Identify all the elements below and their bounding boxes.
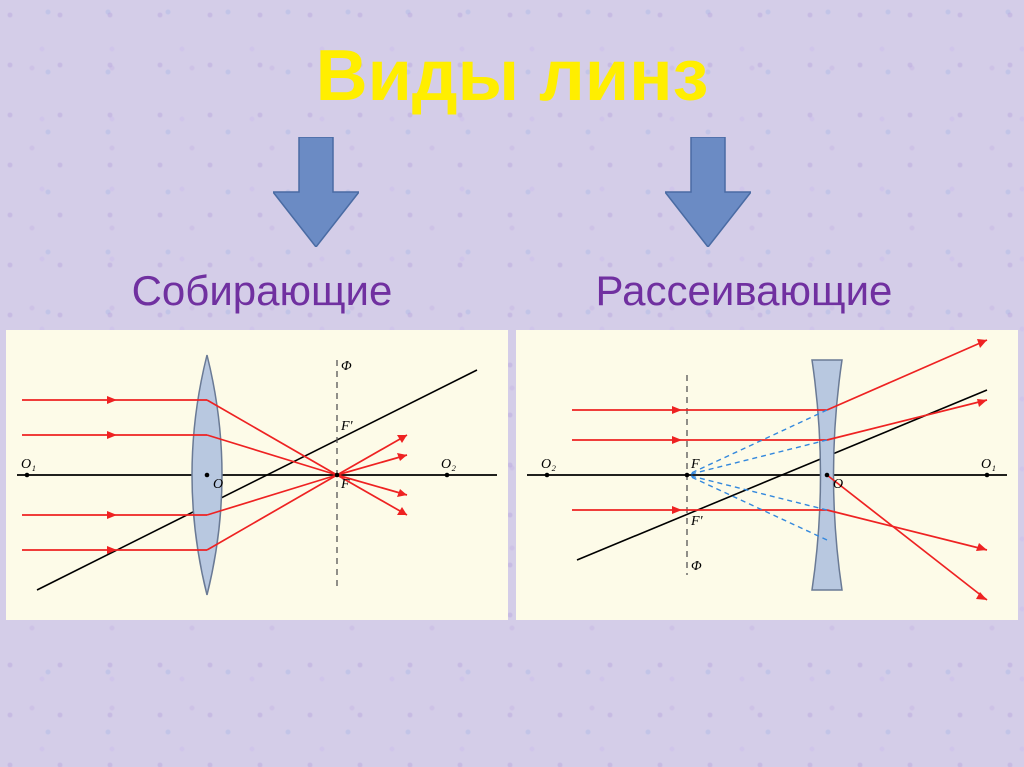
labels-row: Собирающие Рассеивающие (0, 257, 1024, 330)
svg-text:O: O (213, 477, 223, 492)
svg-text:O₂: O₂ (541, 457, 556, 472)
svg-text:F: F (690, 457, 700, 472)
down-arrow-right (665, 137, 751, 247)
label-converging: Собирающие (132, 267, 393, 315)
diagrams-row: O₁ O₂ O F F' Φ (0, 330, 1024, 620)
svg-text:F': F' (690, 514, 704, 529)
svg-text:O₁: O₁ (21, 457, 36, 472)
svg-text:O₁: O₁ (981, 457, 996, 472)
arrows-row (0, 117, 1024, 257)
svg-text:O: O (833, 477, 843, 492)
svg-text:Φ: Φ (691, 559, 702, 574)
arrow-shape (665, 137, 751, 247)
svg-text:F: F (340, 477, 350, 492)
svg-text:F': F' (340, 419, 354, 434)
page-title: Виды линз (0, 0, 1024, 117)
arrow-shape (273, 137, 359, 247)
converging-diagram: O₁ O₂ O F F' Φ (6, 330, 508, 620)
label-diverging: Рассеивающие (596, 267, 893, 315)
diverging-diagram: O₂ O₁ O F F' Φ (516, 330, 1018, 620)
svg-text:Φ: Φ (341, 359, 352, 374)
svg-text:O₂: O₂ (441, 457, 456, 472)
down-arrow-left (273, 137, 359, 247)
